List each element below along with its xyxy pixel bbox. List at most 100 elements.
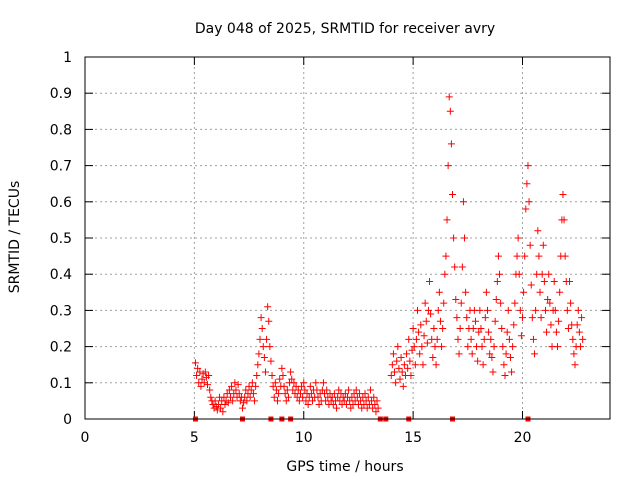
data-point [295,397,303,405]
data-point [280,382,288,390]
data-point [435,288,443,296]
data-point [392,379,400,387]
data-point [200,379,208,387]
data-point [265,317,273,325]
data-point [458,263,466,271]
data-point [281,390,289,398]
data-point [417,321,425,329]
data-point [307,390,315,398]
data-point [500,361,508,369]
data-point [539,241,547,249]
data-point [564,325,572,332]
data-point [201,368,209,376]
data-point [234,381,242,389]
data-point [259,343,267,351]
data-point [503,328,511,336]
data-point [506,353,514,361]
data-point [554,343,561,351]
data-point [255,350,263,358]
data-point [302,397,310,405]
data-point [268,372,276,380]
data-point [204,381,211,389]
data-point [516,306,524,314]
data-point [446,107,454,115]
data-point [341,390,349,398]
data-point [301,386,309,394]
data-point [441,270,449,278]
data-point [481,314,489,322]
data-point [296,390,304,398]
data-point [490,343,498,351]
data-point [279,372,287,380]
data-point [347,404,355,412]
data-point [236,397,244,405]
data-point [229,397,237,405]
data-point [407,372,415,380]
data-point [314,393,322,401]
data-point [410,343,418,351]
data-point [248,379,256,387]
data-point [505,335,513,343]
data-point [393,357,401,365]
data-point [519,314,526,322]
x-tick-label: 20 [514,430,532,446]
data-point [421,299,429,307]
data-point [217,404,225,412]
data-point [442,252,450,260]
data-point [464,343,472,351]
data-point [546,299,554,307]
data-point [454,335,462,343]
data-point [569,335,577,343]
data-point [461,234,469,242]
data-point [309,397,316,405]
data-point [486,350,494,358]
data-point [561,252,569,260]
data-point [371,401,379,409]
data-point [269,382,277,390]
data-point [298,382,306,390]
data-point [374,404,382,412]
data-point [258,325,266,332]
y-tick-label: 0.1 [50,376,72,392]
data-point [319,379,327,387]
data-point [552,328,560,336]
data-point [547,321,555,329]
data-point [432,361,440,369]
data-point [571,361,579,369]
data-point [266,343,274,351]
y-tick-label: 0.2 [50,340,72,356]
data-point [333,404,341,412]
data-point [493,277,501,285]
data-point [251,397,259,405]
data-point [574,306,582,314]
data-point [300,379,308,387]
y-tick-label: 0.7 [50,159,72,175]
data-point [497,299,505,307]
data-point [246,393,254,401]
data-point [278,364,286,372]
data-point [252,382,260,390]
data-point [447,140,455,148]
data-point [221,401,229,409]
data-point [525,198,533,206]
data-point [197,382,205,390]
data-point [449,191,456,199]
data-point [451,263,459,271]
data-point [352,386,360,394]
data-point [524,162,532,170]
data-point [253,372,261,380]
chart-title: Day 048 of 2025, SRMTID for receiver avr… [195,21,495,37]
data-point [478,343,486,351]
data-point [373,397,381,405]
data-point [550,277,558,285]
data-point [404,364,412,372]
data-point [366,386,374,394]
data-point [463,314,471,322]
data-point [213,406,221,414]
data-point [576,343,584,351]
data-point [489,368,497,376]
data-point [479,361,487,369]
data-point [299,393,307,401]
data-point [271,379,279,387]
data-point [198,375,206,383]
